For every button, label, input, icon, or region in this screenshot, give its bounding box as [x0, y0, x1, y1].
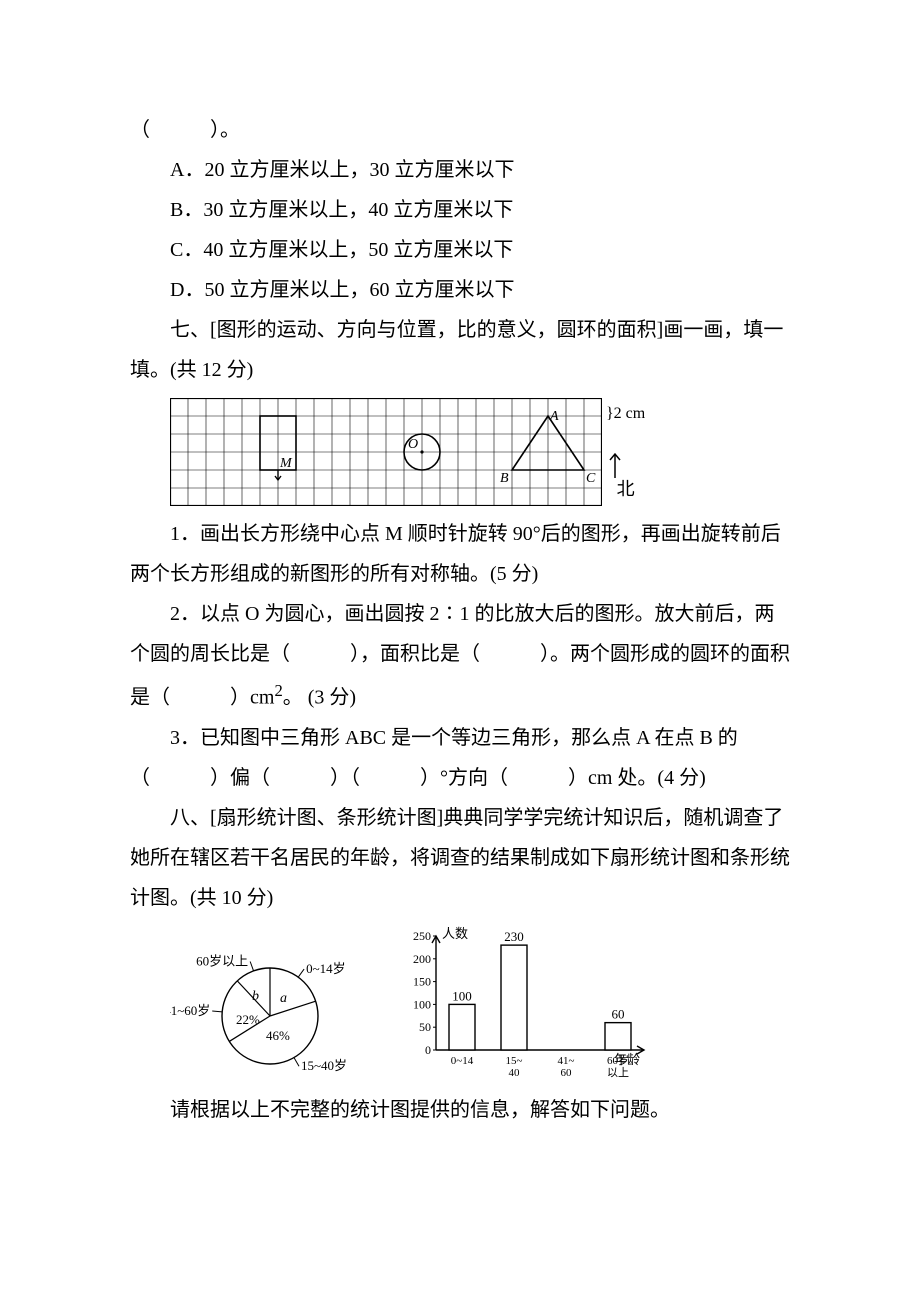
section8-prompt: 请根据以上不完整的统计图提供的信息，解答如下问题。: [130, 1090, 790, 1130]
svg-text:0: 0: [425, 1043, 431, 1057]
svg-text:60岁: 60岁: [607, 1053, 629, 1067]
svg-text:250: 250: [413, 929, 431, 943]
pie-chart: a b 22% 46% 60岁以上 0~14岁 41~60岁 15~40岁: [170, 944, 370, 1084]
svg-text:200: 200: [413, 951, 431, 965]
svg-text:15~: 15~: [506, 1055, 523, 1067]
svg-text:b: b: [252, 989, 259, 1004]
svg-text:100: 100: [413, 997, 431, 1011]
north-arrow-icon: [606, 450, 624, 480]
svg-text:15~40岁: 15~40岁: [301, 1058, 347, 1073]
svg-text:M: M: [279, 456, 293, 471]
svg-text:230: 230: [504, 929, 524, 944]
section7-q2-text-b: 。 (3 分): [283, 687, 356, 709]
svg-text:以上: 以上: [607, 1066, 629, 1079]
question-stem-blank: （ ）。: [130, 110, 790, 150]
option-d: D．50 立方厘米以上，60 立方厘米以下: [130, 270, 790, 310]
svg-text:22%: 22%: [236, 1012, 260, 1027]
north-arrow: 北: [606, 450, 645, 500]
svg-text:60: 60: [612, 1006, 625, 1021]
svg-text:0~14岁: 0~14岁: [306, 961, 346, 976]
section7-q3: 3．已知图中三角形 ABC 是一个等边三角形，那么点 A 在点 B 的（ ）偏（…: [130, 718, 790, 798]
svg-text:60岁以上: 60岁以上: [196, 953, 248, 968]
section7-q2: 2．以点 O 为圆心，画出圆按 2∶1 的比放大后的图形。放大前后，两个圆的周长…: [130, 594, 790, 718]
svg-text:B: B: [500, 471, 509, 486]
section7-q2-text-a: 2．以点 O 为圆心，画出圆按 2∶1 的比放大后的图形。放大前后，两个圆的周长…: [130, 603, 790, 709]
svg-text:46%: 46%: [266, 1028, 290, 1043]
superscript-2: 2: [274, 681, 282, 700]
section7-q1: 1．画出长方形绕中心点 M 顺时针旋转 90°后的图形，再画出旋转前后两个长方形…: [130, 514, 790, 594]
option-a: A．20 立方厘米以上，30 立方厘米以下: [130, 150, 790, 190]
svg-text:60: 60: [561, 1067, 573, 1079]
option-b: B．30 立方厘米以上，40 立方厘米以下: [130, 190, 790, 230]
svg-text:150: 150: [413, 974, 431, 988]
option-c: C．40 立方厘米以上，50 立方厘米以下: [130, 230, 790, 270]
svg-text:100: 100: [452, 988, 472, 1003]
section-8-title: 八、[扇形统计图、条形统计图]典典同学学完统计知识后，随机调查了她所在辖区若干名…: [130, 798, 790, 918]
grid-figure: M O A B C }2 cm 北: [170, 398, 790, 506]
svg-text:50: 50: [419, 1020, 431, 1034]
north-label: 北: [606, 480, 645, 500]
svg-text:a: a: [280, 991, 287, 1006]
svg-text:40: 40: [509, 1067, 521, 1079]
svg-text:O: O: [408, 437, 418, 452]
bar-chart: 050100150200250人数年龄1000~1423015~4041~606…: [394, 924, 654, 1084]
svg-text:C: C: [586, 471, 596, 486]
svg-text:41~60岁: 41~60岁: [170, 1003, 210, 1018]
svg-text:A: A: [549, 409, 559, 424]
grid-svg: M O A B C: [170, 398, 602, 506]
svg-text:人数: 人数: [442, 926, 468, 941]
svg-text:41~: 41~: [558, 1055, 575, 1067]
section-7-title: 七、[图形的运动、方向与位置，比的意义，圆环的面积]画一画，填一填。(共 12 …: [130, 310, 790, 390]
grid-dim-label: }2 cm: [606, 398, 645, 430]
charts-figure: ab22%46%60岁以上0~14岁41~60岁15~40岁 050100150…: [170, 924, 790, 1084]
svg-text:0~14: 0~14: [451, 1055, 474, 1067]
